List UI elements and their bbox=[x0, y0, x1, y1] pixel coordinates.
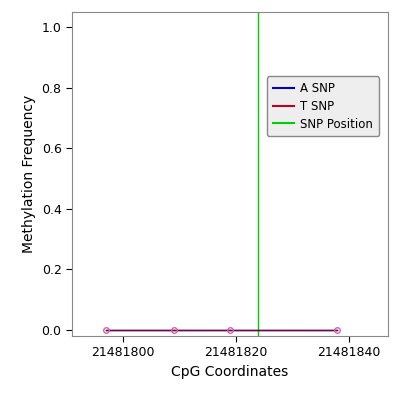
Legend: A SNP, T SNP, SNP Position: A SNP, T SNP, SNP Position bbox=[267, 76, 379, 136]
X-axis label: CpG Coordinates: CpG Coordinates bbox=[171, 365, 289, 379]
Y-axis label: Methylation Frequency: Methylation Frequency bbox=[22, 95, 36, 253]
